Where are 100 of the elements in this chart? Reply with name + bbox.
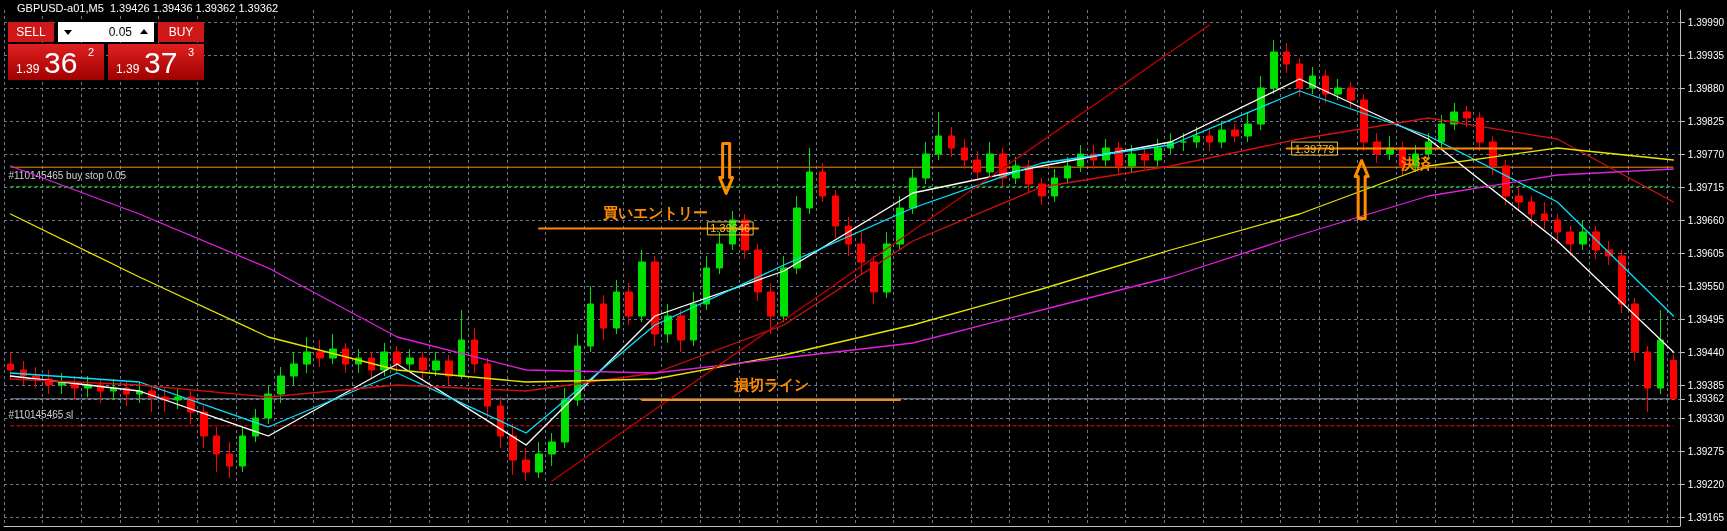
candlestick <box>677 309 685 353</box>
candlestick <box>651 255 659 347</box>
candlestick <box>484 357 491 419</box>
candlestick <box>857 231 865 275</box>
candlestick <box>883 231 891 299</box>
annotation: 37 <box>144 46 178 80</box>
candlestick <box>613 279 620 335</box>
annotation: 1.39 <box>116 62 140 76</box>
candlestick <box>806 147 813 215</box>
candlestick <box>1566 225 1574 257</box>
candlestick <box>406 348 414 371</box>
candlestick <box>961 138 968 170</box>
candlestick <box>458 309 465 380</box>
candlestick <box>935 111 942 161</box>
candlestick <box>638 249 646 323</box>
candlestick <box>780 255 788 323</box>
candlestick <box>264 384 272 425</box>
candlestick <box>973 150 981 182</box>
candlestick <box>1528 195 1535 227</box>
candlestick <box>535 441 543 479</box>
candlestick <box>1592 225 1600 260</box>
y-tick-label: 1.39550 <box>1687 280 1725 292</box>
candlestick <box>1360 93 1368 152</box>
candlestick <box>1463 105 1471 128</box>
candlestick <box>1231 123 1239 143</box>
lot-size-field: 0.05 <box>58 22 154 42</box>
candlestick <box>793 195 801 275</box>
y-tick-label: 1.39825 <box>1687 115 1725 127</box>
candlestick <box>342 342 349 374</box>
candlestick <box>1051 168 1058 203</box>
candlestick <box>1334 78 1342 101</box>
candlestick <box>1283 42 1290 74</box>
series-label: 買いエントリー <box>601 203 708 222</box>
candlestick <box>239 426 246 473</box>
candlestick <box>1670 353 1677 400</box>
y-tick-label: 1.39990 <box>1687 16 1725 28</box>
candlestick <box>754 243 762 302</box>
candlestick <box>1541 201 1548 230</box>
chart-title: GBPUSD-a01,M5 1.39426 1.39436 1.39362 1.39362 <box>17 1 279 14</box>
candlestick <box>1515 186 1523 212</box>
candlestick <box>445 354 453 386</box>
candlestick <box>1554 213 1561 245</box>
candlestick <box>432 351 440 377</box>
y-tick-label: 1.39385 <box>1687 379 1725 391</box>
y-tick-label: 1.39715 <box>1687 181 1725 193</box>
annotation: 1.39 <box>16 62 40 76</box>
candlestick <box>1128 144 1136 173</box>
annotation: 0.05 <box>108 25 132 39</box>
candlestick <box>1644 345 1651 413</box>
data-label: 1.39646 <box>710 222 751 235</box>
ref-line-label: #110145465 sl <box>8 409 74 421</box>
candlestick <box>316 339 324 368</box>
y-tick-label: 1.39770 <box>1687 148 1725 160</box>
candlestick <box>419 351 427 380</box>
sell-button: SELL <box>8 22 54 42</box>
y-tick-label: 1.39330 <box>1687 412 1725 424</box>
candlestick <box>703 255 710 311</box>
candlestick <box>1502 159 1510 206</box>
candlestick <box>986 141 994 179</box>
buy-button: BUY <box>158 22 204 42</box>
candlestick <box>471 327 478 374</box>
candlestick <box>1579 219 1587 251</box>
candlestick <box>1657 309 1664 395</box>
candlestick <box>587 285 594 353</box>
y-tick-label: 1.39495 <box>1687 313 1725 325</box>
candlestick <box>625 282 633 326</box>
candlestick <box>909 168 917 215</box>
candlestick <box>767 282 775 335</box>
candlestick <box>832 189 839 239</box>
candlestick <box>226 441 233 479</box>
candlestick <box>1618 249 1626 314</box>
candlestick <box>7 351 14 380</box>
candlestick <box>1450 102 1458 131</box>
candlestick <box>1141 147 1149 170</box>
y-tick-label: 1.39880 <box>1687 82 1725 94</box>
candlestick <box>290 351 298 386</box>
candlestick <box>1476 111 1484 152</box>
candlestick <box>380 342 388 377</box>
candlestick <box>1347 81 1355 110</box>
candlestick <box>561 387 569 449</box>
candlestick <box>1064 156 1071 185</box>
annotation: 2 <box>88 46 95 58</box>
y-tick-label: 1.39362 <box>1687 393 1725 405</box>
candlestick <box>1244 111 1252 143</box>
candlestick <box>174 387 182 410</box>
candlestick <box>1257 75 1265 131</box>
candlestick <box>522 447 530 482</box>
y-tick-label: 1.39935 <box>1687 49 1725 61</box>
candlestick <box>303 336 311 374</box>
candlestick <box>1218 120 1226 149</box>
candlestick <box>1322 69 1329 104</box>
data-label: 1.39779 <box>1294 142 1335 155</box>
candlestick <box>664 303 672 344</box>
candlestick <box>716 231 723 275</box>
candlestick <box>1102 138 1110 167</box>
candlestick <box>393 345 401 374</box>
candlestick <box>548 432 556 467</box>
candlestick <box>1270 39 1278 95</box>
candlestick <box>922 141 930 185</box>
candlestick <box>819 162 826 203</box>
